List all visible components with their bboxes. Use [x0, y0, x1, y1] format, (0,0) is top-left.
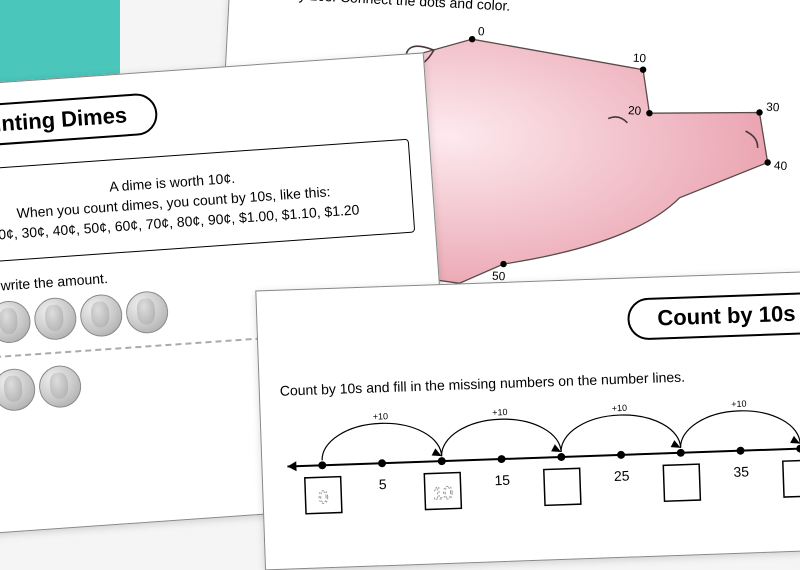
tick-35: 35: [733, 463, 749, 480]
dime-icon: [38, 364, 83, 409]
tick-group: 0 5 10 15 25 35: [304, 444, 800, 514]
title-count-by-10s: Count by 10s: [627, 292, 800, 341]
dime-icon: [0, 367, 37, 412]
arc-label-4: +10: [731, 399, 747, 410]
dot-20: 20: [628, 103, 642, 118]
traced-0: 0: [318, 487, 329, 507]
teal-background-block: [0, 0, 120, 85]
tick-5: 5: [379, 476, 388, 492]
dot-30: 30: [766, 100, 780, 115]
traced-10: 10: [433, 483, 454, 504]
arc-label-1: +10: [373, 411, 389, 422]
numberline-figure: +10 +10 +10 +10 0 5: [280, 387, 800, 526]
dot-0: 0: [478, 24, 486, 38]
worksheet-numberline: Count by 10s Count by 10s and fill in th…: [255, 270, 800, 570]
dot-40: 40: [774, 158, 788, 173]
dot-10: 10: [633, 51, 647, 66]
title-counting-dimes: Counting Dimes: [0, 92, 158, 150]
tick-25: 25: [614, 468, 630, 485]
dime-icon: [0, 300, 32, 345]
arc-label-3: +10: [612, 403, 628, 414]
arc-label-2: +10: [492, 407, 508, 418]
dime-icon: [33, 296, 78, 341]
tick-15: 15: [494, 472, 510, 489]
dime-icon: [79, 293, 124, 338]
dime-icon: [125, 290, 170, 335]
dimes-info-box: A dime is worth 10¢. When you count dime…: [0, 139, 415, 266]
